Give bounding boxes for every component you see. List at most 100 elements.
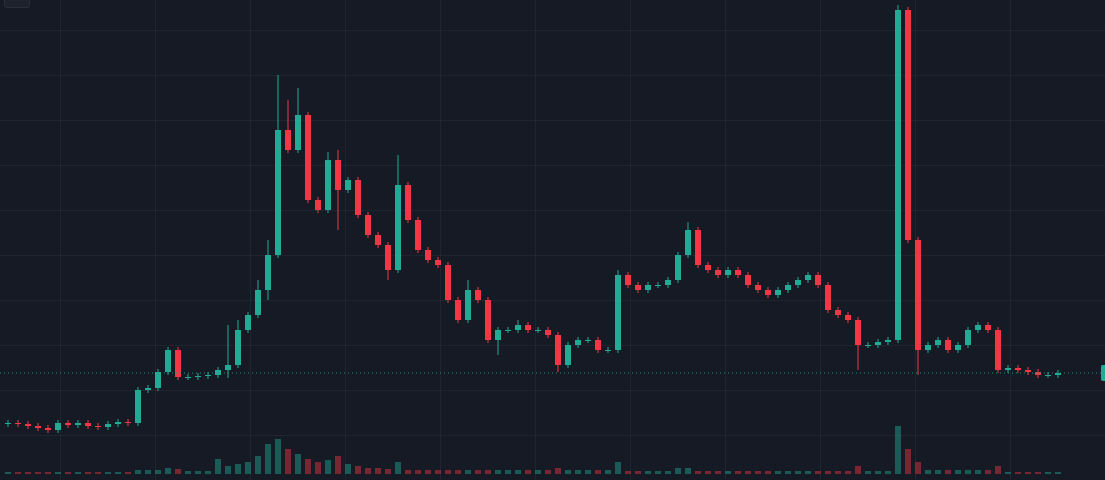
candle-body [185,377,191,378]
volume-bar [175,469,181,474]
volume-bar [555,468,561,474]
candle-body [815,275,821,285]
volume-bar [405,470,411,474]
volume-bar [445,470,451,474]
volume-bar [1025,472,1031,474]
candle-body [625,275,631,285]
candle-body [235,330,241,365]
volume-bar [495,470,501,474]
volume-bar [155,470,161,474]
candle-body [325,160,331,210]
candle-body [55,423,61,430]
volume-bar [355,466,361,474]
volume-bar [565,470,571,474]
candle-body [875,342,881,345]
volume-bar [535,470,541,474]
candle-body [575,340,581,345]
volume-bar [595,470,601,474]
candle-body [315,200,321,210]
volume-bar [35,472,41,474]
volume-bar [75,472,81,474]
volume-bar [655,471,661,474]
candle-body [995,330,1001,370]
volume-bar [615,462,621,474]
volume-bar [725,471,731,474]
volume-bar [575,470,581,474]
volume-bar [815,471,821,474]
candle-body [355,180,361,215]
volume-bar [935,470,941,474]
candle-body [585,340,591,341]
candle-body [955,345,961,350]
candle-body [135,390,141,423]
collapse-button[interactable] [4,0,30,8]
candle-body [255,290,261,315]
candle-body [165,350,171,372]
candle-body [5,423,11,424]
candle-body [915,240,921,350]
volume-bar [925,470,931,474]
candle-body [655,285,661,286]
volume-bar [185,471,191,474]
candle-body [715,270,721,275]
candle-body [695,230,701,265]
candle-body [85,423,91,426]
candle-body [515,325,521,330]
candle-body [475,290,481,300]
candle-body [155,372,161,388]
volume-bar [425,470,431,474]
volume-bar [335,456,341,474]
volume-bar [365,468,371,474]
candle-body [885,340,891,342]
candle-body [1005,368,1011,370]
volume-bar [65,472,71,474]
candle-body [785,285,791,290]
candle-body [845,315,851,320]
volume-bar [235,464,241,474]
candle-body [675,255,681,280]
volume-bar [685,468,691,474]
candle-body [105,424,111,427]
candle-body [775,290,781,295]
candle-body [115,422,121,424]
volume-bar [955,470,961,474]
candle-body [565,345,571,365]
candle-body [75,423,81,425]
volume-bar [485,470,491,474]
volume-bar [805,471,811,474]
candle-body [465,290,471,320]
volume-bar [745,471,751,474]
candle-body [215,370,221,375]
candle-body [125,422,131,423]
volume-bar [715,471,721,474]
volume-bar [895,426,901,474]
candle-body [1055,373,1061,375]
candle-body [25,424,31,426]
volume-bar [205,471,211,474]
candle-body [865,345,871,346]
volume-bar [305,459,311,474]
volume-bar [225,466,231,474]
volume-bar [285,449,291,474]
candle-body [395,185,401,270]
volume-bar [255,456,261,474]
candle-body [925,345,931,350]
volume-bar [905,449,911,474]
volume-bar [315,462,321,474]
volume-bar [795,471,801,474]
volume-bar [525,470,531,474]
candle-body [415,220,421,250]
volume-bar [625,471,631,474]
volume-bar [875,471,881,474]
candle-body [505,330,511,331]
candle-body [145,388,151,390]
volume-bar [985,470,991,474]
candle-body [645,285,651,290]
candle-body [445,265,451,300]
volume-bar [395,462,401,474]
volume-bar [635,471,641,474]
candle-body [745,275,751,285]
volume-bar [945,470,951,474]
candle-body [305,115,311,200]
